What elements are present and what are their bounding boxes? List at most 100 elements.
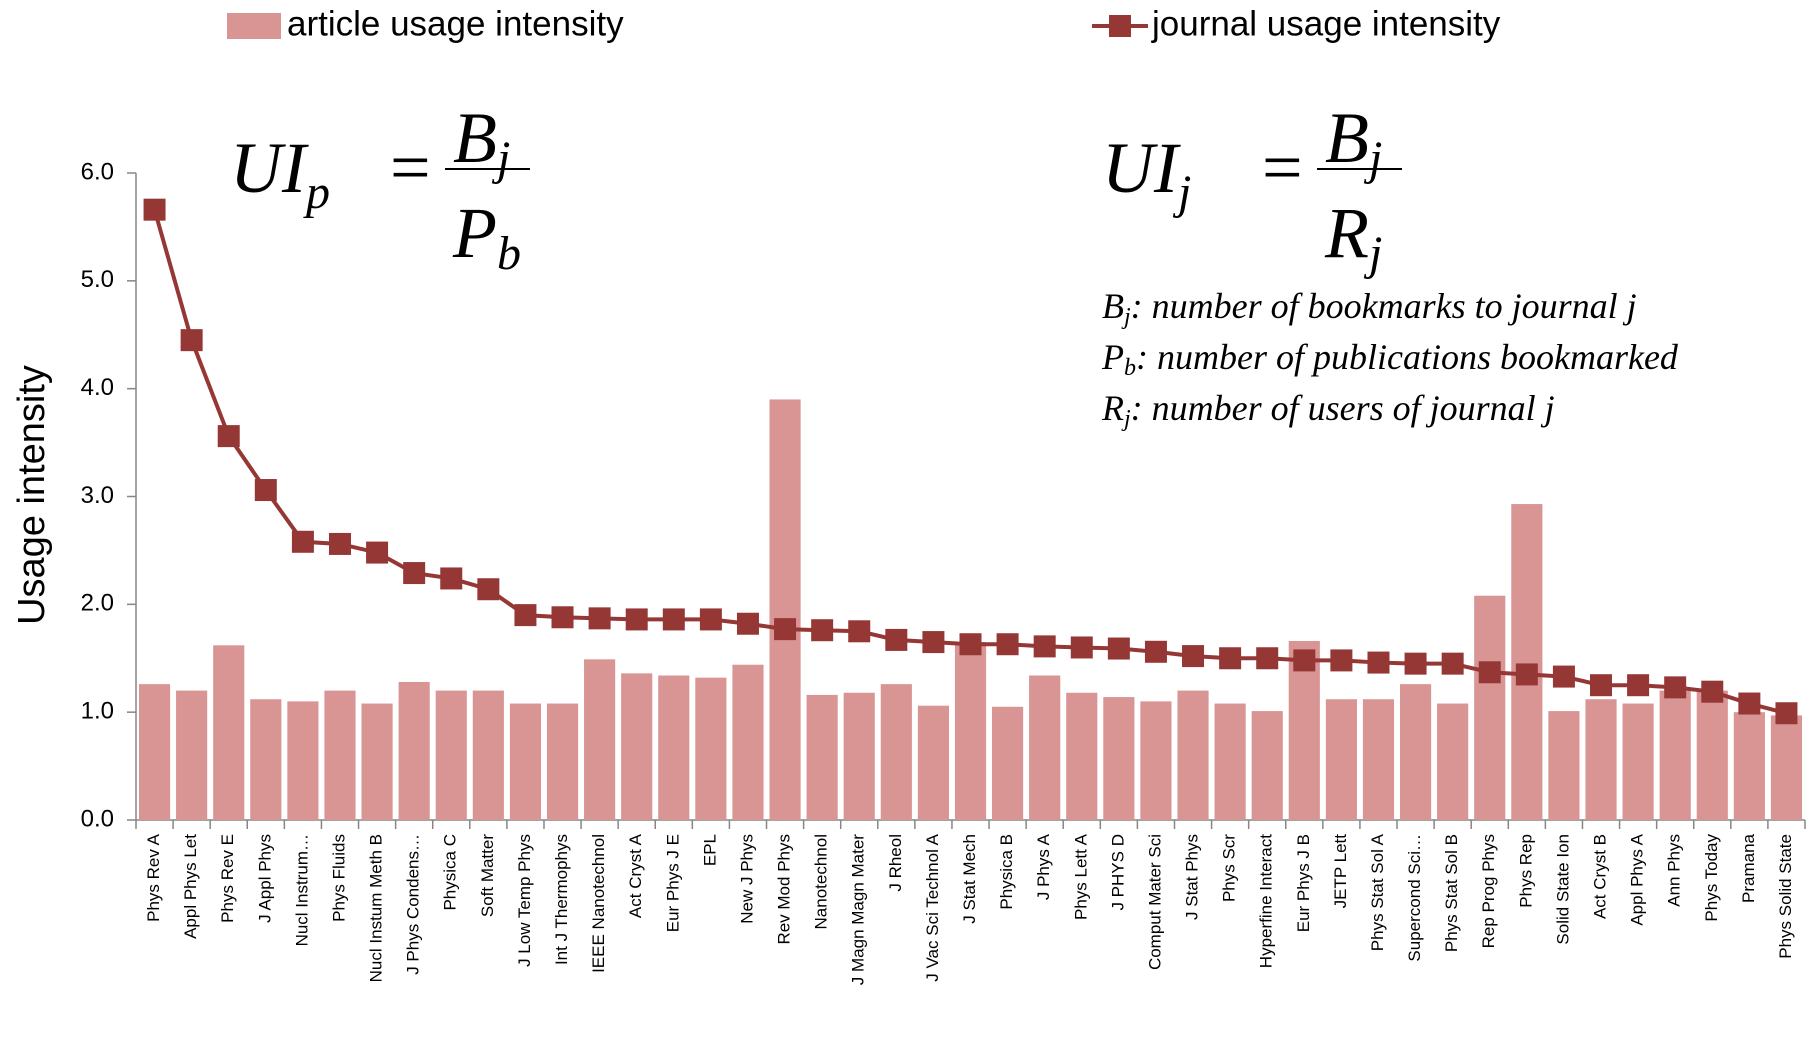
formula-lhs-main: UI <box>1102 128 1181 208</box>
x-tick-label: Act Cryst B <box>1590 834 1609 919</box>
definition-text: : number of bookmarks to journal j <box>1131 286 1637 326</box>
formula-den-main: P <box>452 193 497 273</box>
bar <box>1177 690 1209 820</box>
x-tick-label: Comput Mater Sci <box>1145 834 1164 970</box>
bar <box>472 690 504 820</box>
marker <box>1441 652 1464 675</box>
marker <box>1590 674 1613 697</box>
bar <box>806 694 838 820</box>
bar <box>1696 690 1728 820</box>
definition-sub: j <box>1121 304 1131 330</box>
x-tick-label: J Stat Phys <box>1183 834 1202 920</box>
formula-num-main: B <box>453 98 497 178</box>
x-tick-label: Phys Rev E <box>218 834 237 923</box>
bar <box>1362 699 1395 820</box>
marker <box>625 608 648 631</box>
formula-eq: = <box>1262 128 1303 208</box>
definition-symbol: P <box>1101 337 1124 377</box>
definition-symbol: R <box>1101 388 1124 428</box>
bar <box>1437 703 1469 820</box>
x-tick-label: Phys Solid State <box>1776 834 1795 959</box>
bar <box>1251 711 1283 820</box>
marker <box>1478 661 1501 684</box>
bar <box>1474 595 1506 820</box>
marker <box>477 578 500 601</box>
x-tick-label: Solid State Ion <box>1553 834 1572 945</box>
bar <box>138 684 171 820</box>
x-tick-label: J Appl Phys <box>255 834 274 923</box>
bar <box>509 703 542 820</box>
marker <box>1293 649 1316 672</box>
x-tick-label: J Stat Mech <box>960 834 979 924</box>
x-tick-label: Phys Rep <box>1516 834 1535 908</box>
marker <box>366 541 389 564</box>
x-tick-label: IEEE Nanotechnol <box>589 834 608 973</box>
x-tick-label: Appl Phys A <box>1628 833 1647 925</box>
formula-lhs-sub: p <box>303 166 330 219</box>
marker <box>551 606 574 629</box>
marker <box>774 618 797 641</box>
marker <box>1144 640 1167 663</box>
x-tick-label: Phys Rev A <box>144 833 163 922</box>
formula-num: Bj <box>453 98 510 186</box>
formula-lhs-main: UI <box>230 128 309 208</box>
marker <box>736 612 759 635</box>
marker <box>403 562 426 585</box>
bar <box>435 690 467 820</box>
x-tick-label: J Phys A <box>1034 833 1053 900</box>
bar <box>1399 684 1432 820</box>
marker <box>1627 674 1650 697</box>
marker <box>588 607 611 630</box>
x-tick-label: Ann Phys <box>1665 834 1684 907</box>
bar <box>917 705 949 820</box>
y-tick-label: 1.0 <box>81 698 114 725</box>
x-tick-label: Hyperfine Interact <box>1257 834 1276 968</box>
definition-sub: j <box>1121 406 1131 432</box>
x-tick-label: Phys Stat Sol A <box>1368 833 1387 951</box>
marker <box>922 631 945 654</box>
bar <box>621 673 653 820</box>
y-tick-label: 6.0 <box>81 158 114 185</box>
legend-swatch <box>227 13 281 39</box>
bar <box>1214 703 1246 820</box>
x-tick-label: Nucl Instrum… <box>292 834 311 946</box>
x-tick-label: J PHYS D <box>1108 834 1127 911</box>
marker <box>1404 652 1427 675</box>
marker <box>328 532 351 555</box>
marker <box>1775 702 1798 725</box>
formula-den-main: R <box>1324 193 1369 273</box>
x-tick-label: EPL <box>700 834 719 866</box>
x-tick-label: Nucl Instum Meth B <box>367 834 386 982</box>
bar <box>584 659 616 820</box>
bar <box>1659 690 1691 820</box>
marker <box>1182 645 1205 668</box>
definition-sub: b <box>1124 355 1136 381</box>
x-tick-label: Appl Phys Let <box>181 834 200 939</box>
y-tick-label: 4.0 <box>81 374 114 401</box>
bar <box>1548 711 1580 820</box>
bar <box>287 701 319 820</box>
x-tick-label: J Low Temp Phys <box>515 834 534 967</box>
bar <box>176 690 208 820</box>
marker <box>440 567 463 590</box>
bar <box>732 664 764 820</box>
marker <box>811 619 834 642</box>
x-tick-label: Physica C <box>441 834 460 911</box>
x-tick-label: J Vac Sci Technol A <box>923 833 942 981</box>
bar <box>1103 697 1135 820</box>
x-tick-label: Phys Scr <box>1220 834 1239 902</box>
marker <box>848 620 871 643</box>
legend-label: article usage intensity <box>287 4 624 43</box>
x-tick-label: Int J Thermophys <box>552 834 571 965</box>
marker <box>143 198 166 221</box>
marker <box>959 633 982 656</box>
y-tick-label: 3.0 <box>81 482 114 509</box>
marker <box>291 530 314 553</box>
x-tick-label: Pramana <box>1739 833 1758 903</box>
formula-lhs: UIp <box>230 128 330 220</box>
definition: Pb: number of publications bookmarked <box>1101 337 1679 380</box>
marker <box>1070 636 1093 659</box>
y-tick-label: 2.0 <box>81 590 114 617</box>
marker <box>1664 676 1687 699</box>
